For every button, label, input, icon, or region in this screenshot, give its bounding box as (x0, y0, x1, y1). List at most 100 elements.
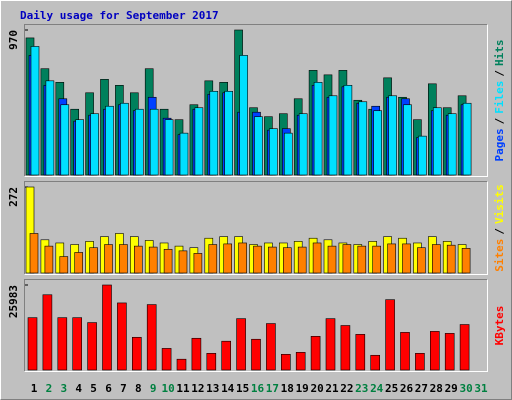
bar (370, 354, 381, 371)
bar (283, 132, 293, 176)
x-tick-label: 14 (221, 382, 235, 395)
x-tick-label: 28 (430, 382, 443, 395)
bar (313, 82, 323, 176)
bar (89, 247, 98, 274)
bar (282, 247, 292, 274)
legend-entry: Files (493, 81, 506, 114)
x-tick-label: 11 (176, 382, 190, 395)
bar (178, 250, 188, 274)
bar (373, 110, 383, 176)
bar (104, 244, 113, 274)
x-tick-label: 13 (206, 382, 219, 395)
bar (236, 318, 246, 371)
x-tick-label: 27 (415, 382, 428, 395)
legend-entry: KBytes (493, 306, 506, 346)
bar (444, 333, 455, 371)
bar (146, 304, 157, 371)
bar (42, 294, 53, 371)
bar (372, 245, 382, 274)
bar (328, 95, 338, 176)
x-tick-label: 5 (90, 382, 97, 395)
x-tick-label: 7 (120, 382, 127, 395)
bar (223, 243, 232, 274)
bar (148, 246, 158, 274)
bar (269, 128, 278, 176)
bar (132, 336, 142, 371)
x-tick-label: 15 (236, 382, 249, 395)
bar (238, 242, 247, 274)
bar (310, 336, 321, 371)
bar (239, 55, 248, 176)
bar (193, 253, 203, 274)
x-tick-label: 6 (105, 382, 112, 395)
bar (57, 317, 68, 371)
bar (87, 322, 97, 371)
bar (224, 90, 233, 176)
bar (387, 243, 396, 274)
plot-bevel-dark (24, 279, 488, 372)
bar (163, 248, 173, 274)
bar (251, 338, 261, 371)
legend-separator: / (493, 70, 506, 77)
bar (120, 102, 129, 176)
bar (117, 302, 127, 371)
legend-separator: / (493, 117, 506, 124)
bar (194, 107, 204, 176)
bar (149, 108, 159, 176)
x-tick-label: 19 (296, 382, 309, 395)
bar (74, 252, 83, 274)
bar (402, 243, 411, 274)
bar (358, 101, 368, 176)
bar (268, 246, 277, 274)
y-tick-label: 970 (7, 30, 20, 50)
bar (135, 108, 144, 176)
bar (312, 242, 322, 274)
bar (134, 245, 143, 274)
bar (30, 46, 40, 176)
x-tick-label: 23 (355, 382, 368, 395)
bar (179, 132, 189, 176)
legend-entry: Sites (493, 239, 506, 272)
bar (415, 353, 425, 371)
plot-bevel-dark (24, 24, 488, 177)
bar (209, 90, 219, 176)
bar (325, 318, 336, 371)
x-tick-label: 9 (150, 382, 157, 395)
legend-entry: Hits (493, 40, 506, 67)
bar (447, 113, 457, 176)
legend-separator: / (493, 228, 506, 235)
bar (90, 113, 99, 176)
x-tick-label: 25 (385, 382, 398, 395)
bar (176, 358, 187, 371)
x-tick-label: 26 (400, 382, 414, 395)
bar (297, 246, 307, 274)
bar (191, 337, 202, 371)
plot-bevel-light (24, 279, 488, 372)
bar (385, 299, 395, 371)
bar (431, 244, 441, 274)
bar (164, 119, 174, 176)
bar (254, 116, 263, 176)
x-tick-label: 8 (135, 382, 142, 395)
bar (459, 324, 470, 371)
bar (388, 95, 397, 176)
legend-entry: Pages (493, 128, 506, 161)
bar (343, 85, 353, 176)
bar (461, 248, 471, 274)
chart-title: Daily usage for September 2017 (20, 9, 219, 22)
bar (417, 247, 426, 274)
bar (355, 334, 366, 371)
plot-bevel-light (24, 24, 488, 177)
legend: KBytes (493, 306, 506, 346)
x-tick-label: 30 (459, 382, 472, 395)
bar (266, 323, 276, 371)
bar (342, 244, 352, 274)
bar (446, 244, 456, 274)
bar (102, 284, 112, 371)
bar (60, 104, 70, 176)
x-tick-label: 20 (310, 382, 323, 395)
bar (59, 256, 69, 274)
bar (119, 244, 128, 274)
bar (327, 245, 337, 274)
